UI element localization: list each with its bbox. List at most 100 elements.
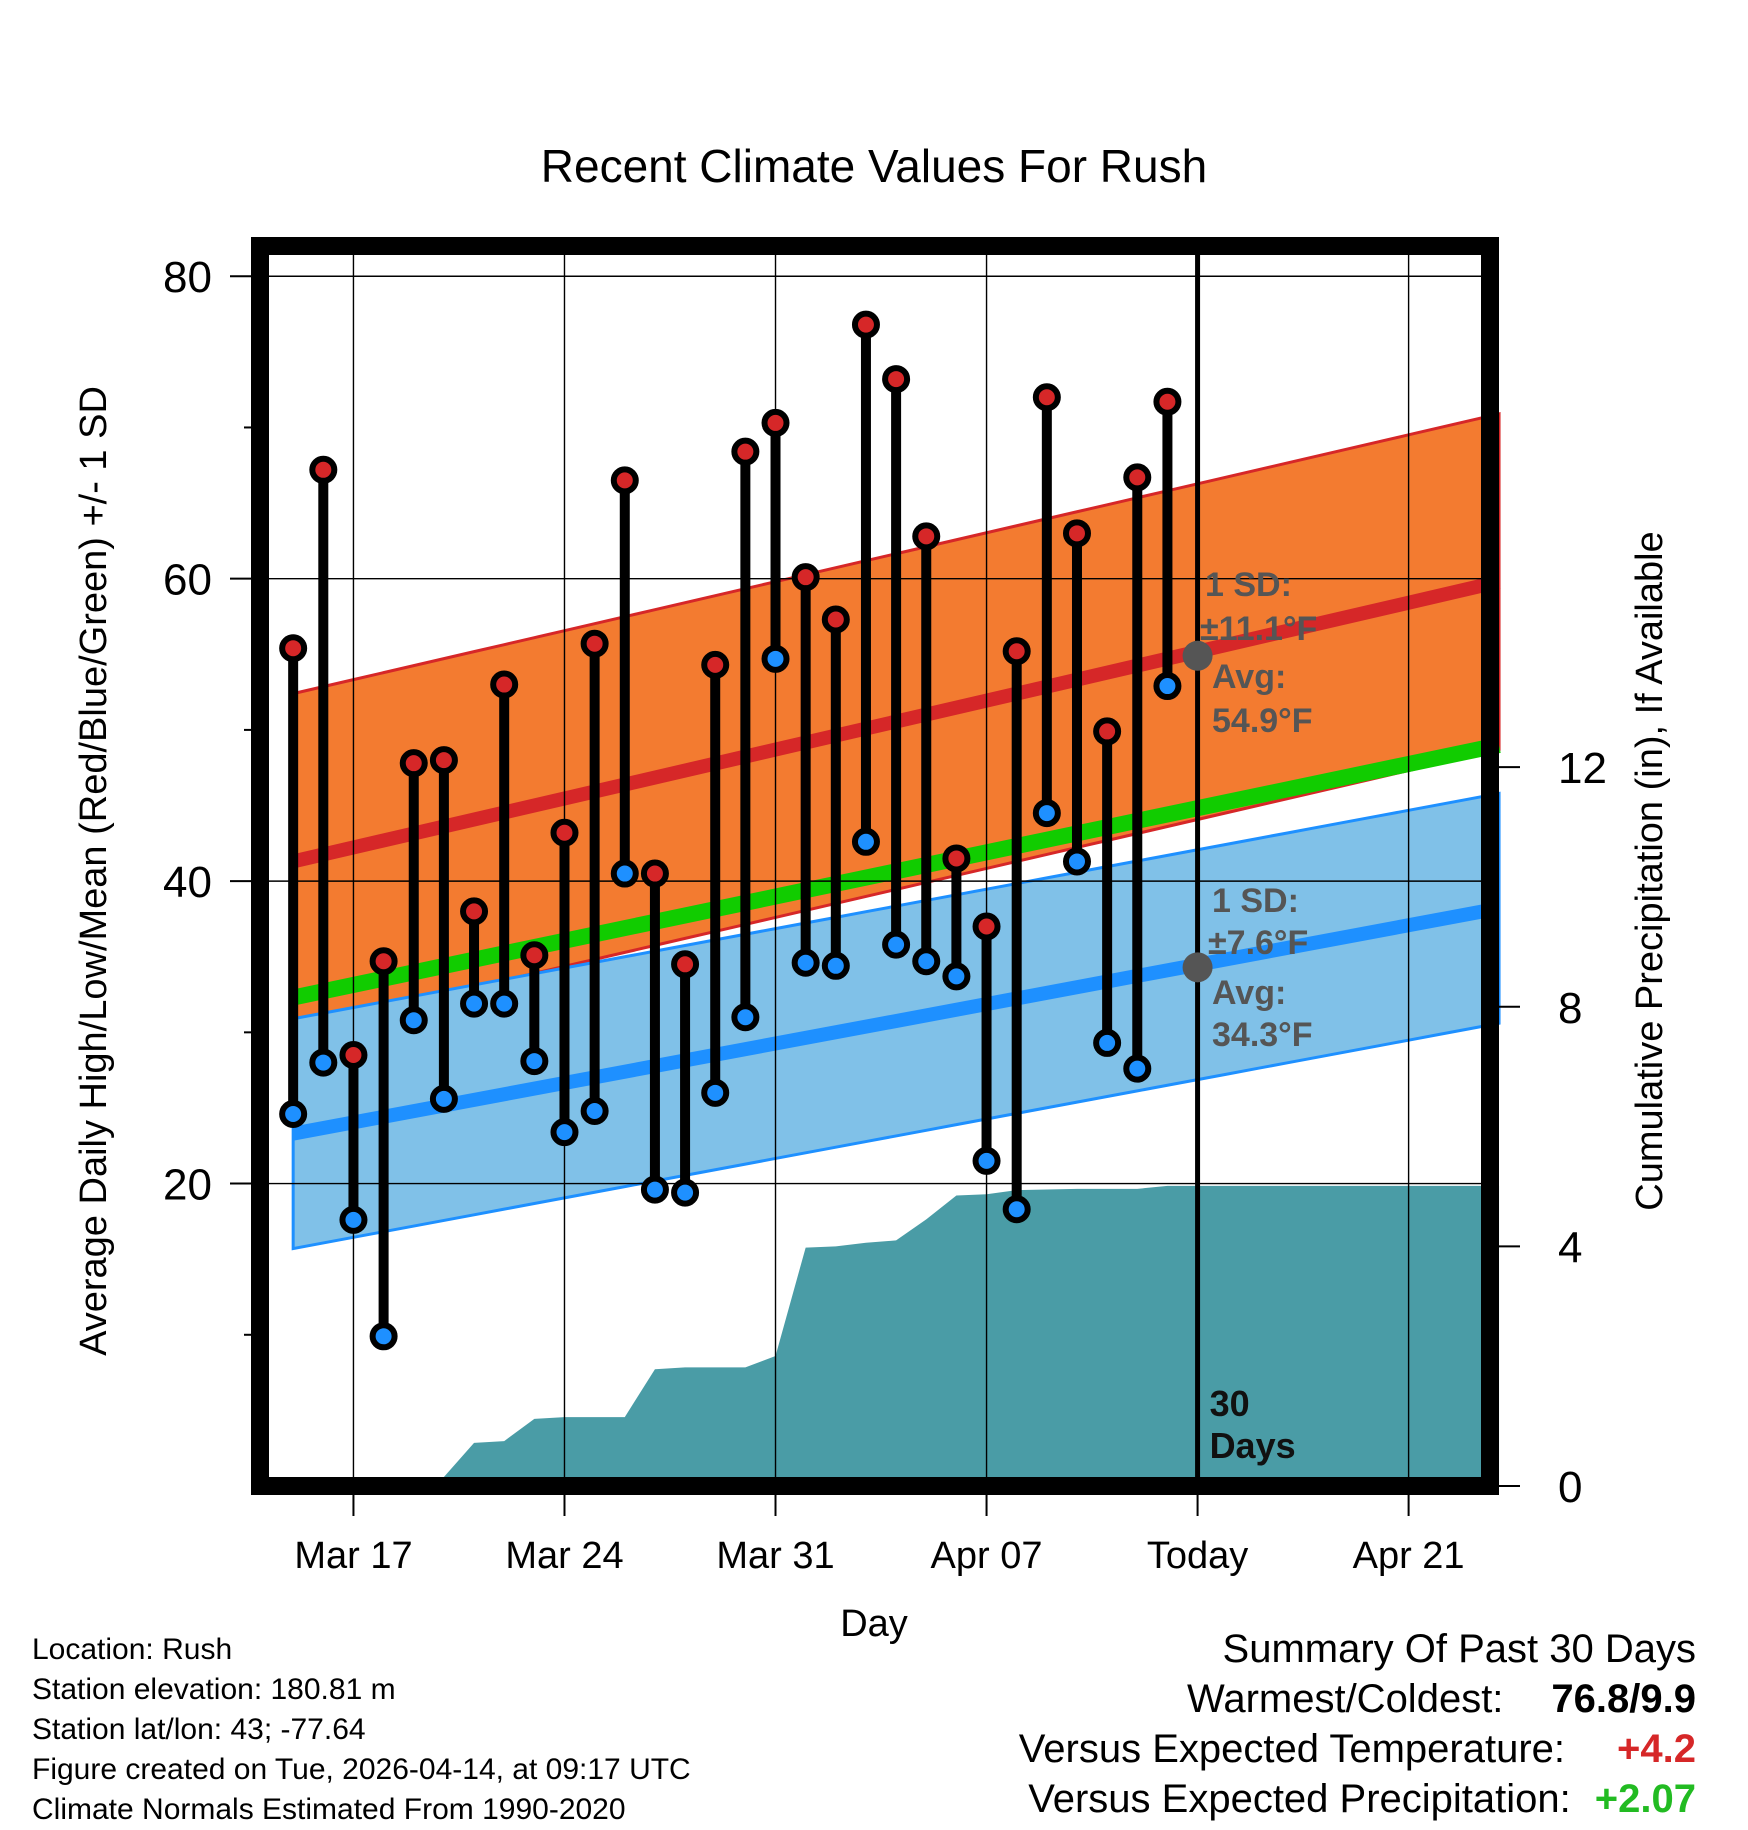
station-info: Location: Rush Station elevation: 180.81… xyxy=(32,1630,691,1830)
summary-warm-cold: Warmest/Coldest: 76.8/9.9 xyxy=(1019,1674,1696,1724)
high-avg-value: 54.9°F xyxy=(1212,702,1313,740)
low-avg-label: Avg: xyxy=(1212,974,1286,1012)
y-axis-label-right: Cumulative Precipitation (in), If Availa… xyxy=(1629,531,1671,1210)
daily-low-point xyxy=(821,951,850,980)
x-tick-label: Mar 31 xyxy=(716,1535,834,1577)
daily-high-point xyxy=(912,522,941,551)
y-tick-label-right: 0 xyxy=(1558,1463,1582,1512)
daily-high-point xyxy=(490,670,519,699)
daily-low-point xyxy=(701,1078,730,1107)
daily-high-point xyxy=(279,634,308,663)
daily-high-point xyxy=(369,947,398,976)
y-tick-label-left: 80 xyxy=(163,253,212,302)
daily-low-point xyxy=(912,947,941,976)
precip-cumulative xyxy=(293,1185,1500,1486)
daily-range-stems xyxy=(288,324,1173,1337)
daily-high-point xyxy=(1062,519,1091,548)
daily-low-point xyxy=(309,1048,338,1077)
location-text: Location: Rush xyxy=(32,1633,233,1666)
daily-low-point xyxy=(731,1003,760,1032)
y-tick-label-left: 40 xyxy=(163,858,212,907)
daily-high-point xyxy=(701,650,730,679)
y-tick-label-left: 60 xyxy=(163,556,212,605)
daily-low-point xyxy=(580,1096,609,1125)
daily-low-point xyxy=(550,1118,579,1147)
x-axis-label: Day xyxy=(840,1603,908,1645)
daily-high-point xyxy=(972,912,1001,941)
summary-temp: Versus Expected Temperature: +4.2 xyxy=(1019,1724,1696,1774)
daily-low-point xyxy=(339,1205,368,1234)
summary-panel: Summary Of Past 30 Days Warmest/Coldest:… xyxy=(1019,1624,1696,1824)
daily-low-point xyxy=(1032,799,1061,828)
y-axis-ticks-right: 0 4 8 12 xyxy=(1490,744,1607,1512)
daily-high-point xyxy=(731,437,760,466)
daily-low-point xyxy=(369,1322,398,1351)
daily-low-point xyxy=(1002,1195,1031,1224)
daily-low-point xyxy=(610,859,639,888)
daily-low-point xyxy=(942,962,971,991)
daily-low-point xyxy=(1062,847,1091,876)
y-axis-ticks-left: 20 40 60 80 xyxy=(163,253,260,1336)
daily-high-point xyxy=(429,746,458,775)
x-tick-label: Apr 07 xyxy=(931,1535,1043,1577)
high-sd-value: ±11.1°F xyxy=(1200,610,1317,648)
x-tick-label: Today xyxy=(1147,1535,1248,1577)
daily-low-point xyxy=(761,644,790,673)
y-tick-label-right: 12 xyxy=(1558,744,1607,793)
daily-high-point xyxy=(1032,383,1061,412)
today-days-line: 30 xyxy=(1210,1383,1250,1424)
daily-high-point xyxy=(1002,637,1031,666)
daily-low-point xyxy=(1093,1028,1122,1057)
high-sd-label: 1 SD: xyxy=(1205,566,1292,604)
daily-high-point xyxy=(671,950,700,979)
today-days-line: Days xyxy=(1210,1425,1296,1466)
daily-high-point xyxy=(791,563,820,592)
high-annotation: 1 SD: ±11.1°F Avg: 54.9°F xyxy=(1182,566,1317,740)
daily-markers xyxy=(279,310,1182,1351)
low-avg-marker xyxy=(1182,952,1213,983)
low-annotation: 1 SD: ±7.6°F Avg: 34.3°F xyxy=(1182,882,1313,1054)
daily-low-point xyxy=(490,989,519,1018)
plot-frame xyxy=(251,237,1499,1495)
normals-text: Climate Normals Estimated From 1990-2020 xyxy=(32,1793,626,1826)
daily-high-point xyxy=(942,844,971,873)
daily-high-point xyxy=(610,466,639,495)
daily-high-point xyxy=(1153,387,1182,416)
low-avg-value: 34.3°F xyxy=(1212,1016,1313,1054)
temp-label: Versus Expected Temperature: xyxy=(1018,1727,1566,1771)
precip-value: +2.07 xyxy=(1594,1777,1696,1821)
daily-low-point xyxy=(399,1006,428,1035)
daily-high-point xyxy=(460,897,489,926)
precipitation-area xyxy=(293,1185,1500,1486)
x-tick-label: Apr 21 xyxy=(1353,1535,1465,1577)
daily-low-point xyxy=(882,930,911,959)
y-tick-label-right: 4 xyxy=(1558,1223,1582,1272)
warm-cold-value: 76.8/9.9 xyxy=(1551,1677,1696,1721)
daily-low-point xyxy=(791,948,820,977)
precip-label: Versus Expected Precipitation: xyxy=(1028,1777,1571,1821)
daily-low-point xyxy=(1153,672,1182,701)
y-axis-label-left: Average Daily High/Low/Mean (Red/Blue/Gr… xyxy=(73,386,115,1356)
chart-title: Recent Climate Values For Rush xyxy=(541,140,1207,192)
daily-low-point xyxy=(520,1047,549,1076)
daily-low-point xyxy=(429,1084,458,1113)
summary-title: Summary Of Past 30 Days xyxy=(1222,1627,1696,1671)
daily-high-point xyxy=(821,605,850,634)
elevation-text: Station elevation: 180.81 m xyxy=(32,1673,396,1706)
daily-low-point xyxy=(851,827,880,856)
daily-high-point xyxy=(580,629,609,658)
temp-value: +4.2 xyxy=(1617,1727,1696,1771)
summary-precip: Versus Expected Precipitation: +2.07 xyxy=(1019,1774,1696,1824)
created-text: Figure created on Tue, 2026-04-14, at 09… xyxy=(32,1753,691,1786)
low-sd-value: ±7.6°F xyxy=(1208,924,1308,962)
daily-low-point xyxy=(671,1178,700,1207)
daily-high-point xyxy=(640,859,669,888)
warm-cold-label: Warmest/Coldest: xyxy=(1187,1677,1504,1721)
x-tick-label: Mar 24 xyxy=(505,1535,623,1577)
daily-high-point xyxy=(761,408,790,437)
x-tick-label: Mar 17 xyxy=(294,1535,412,1577)
latlon-text: Station lat/lon: 43; -77.64 xyxy=(32,1713,366,1746)
normal-low-line xyxy=(291,901,1501,1141)
